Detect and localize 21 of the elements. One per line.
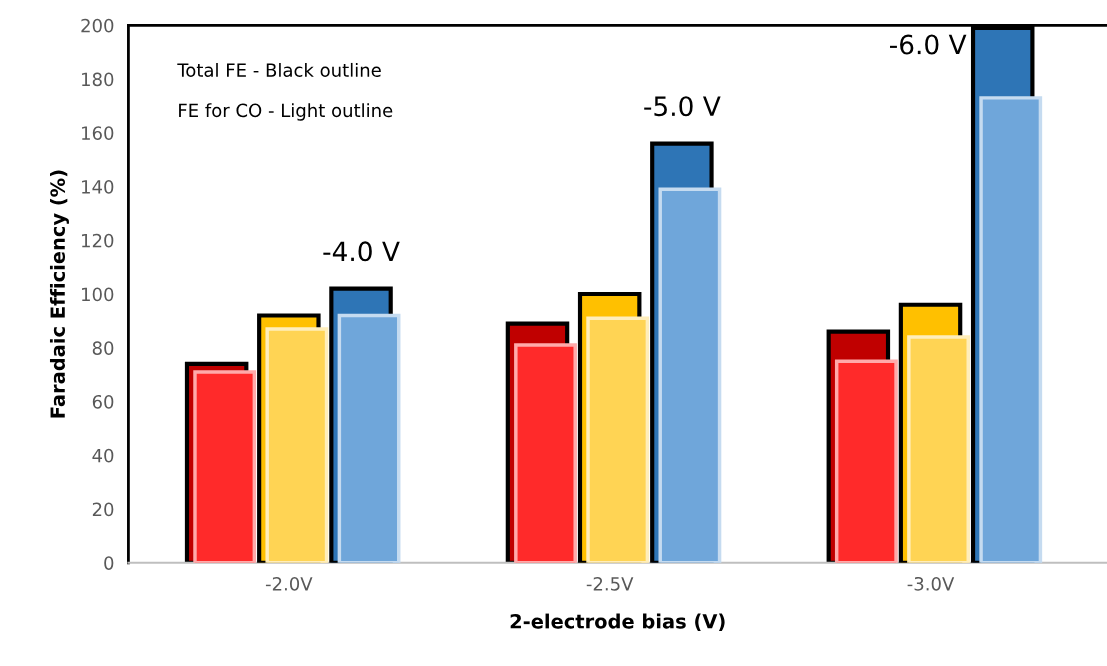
annotation: FE for CO - Light outline <box>179 103 393 121</box>
y-tick-label: 120 <box>82 233 114 248</box>
annotation: -5.0 V <box>644 96 721 117</box>
y-axis-title: Faradaic Efficiency (%) <box>49 170 69 418</box>
y-tick-label: 160 <box>82 126 114 140</box>
y-tick-label: 80 <box>92 341 114 355</box>
y-tick-label: 60 <box>92 394 114 409</box>
x-axis-title: 2-electrode bias (V) <box>510 613 725 631</box>
y-tick-label: 20 <box>92 502 114 517</box>
y-tick-label: 0 <box>104 556 114 570</box>
x-tick-label: -3.0V <box>907 576 955 591</box>
x-tick-label: -2.0V <box>265 576 313 591</box>
y-tick-label: 40 <box>92 448 114 463</box>
annotation: -4.0 V <box>323 241 400 262</box>
annotation: -6.0 V <box>889 34 967 55</box>
y-tick-label: 180 <box>82 72 114 87</box>
annotation: Total FE - Black outline <box>177 62 381 77</box>
y-tick-label: 200 <box>81 18 114 33</box>
x-tick-label: -2.5V <box>586 576 634 591</box>
y-tick-label: 140 <box>82 180 114 194</box>
y-tick-label: 100 <box>82 287 114 302</box>
